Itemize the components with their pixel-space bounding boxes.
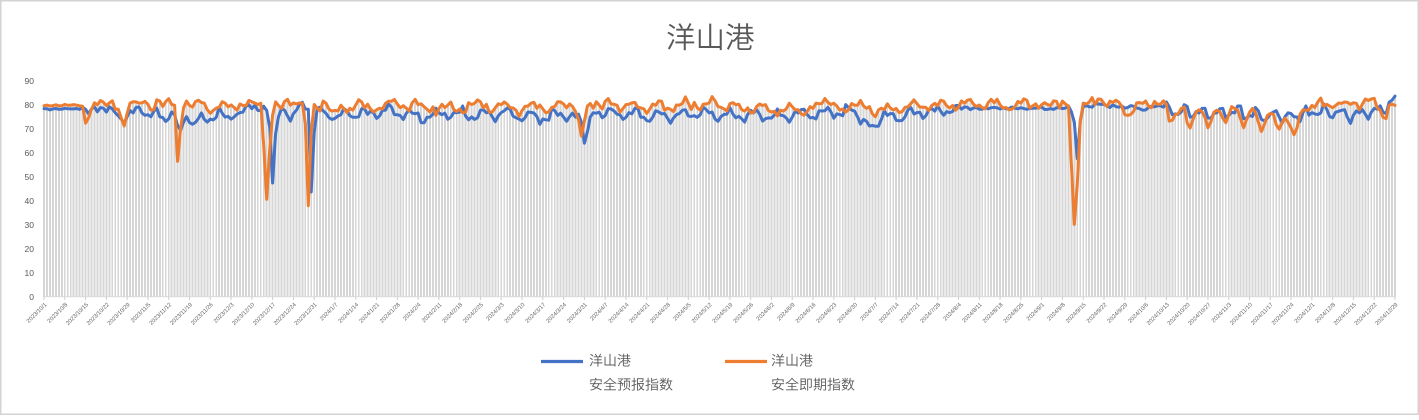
svg-text:90: 90 bbox=[25, 76, 35, 86]
svg-text:10: 10 bbox=[25, 268, 35, 278]
svg-text:70: 70 bbox=[25, 124, 35, 134]
svg-text:80: 80 bbox=[25, 100, 35, 110]
svg-text:0: 0 bbox=[29, 292, 34, 302]
svg-text:60: 60 bbox=[25, 148, 35, 158]
svg-text:30: 30 bbox=[25, 220, 35, 230]
svg-text:40: 40 bbox=[25, 196, 35, 206]
svg-text:50: 50 bbox=[25, 172, 35, 182]
svg-text:20: 20 bbox=[25, 244, 35, 254]
